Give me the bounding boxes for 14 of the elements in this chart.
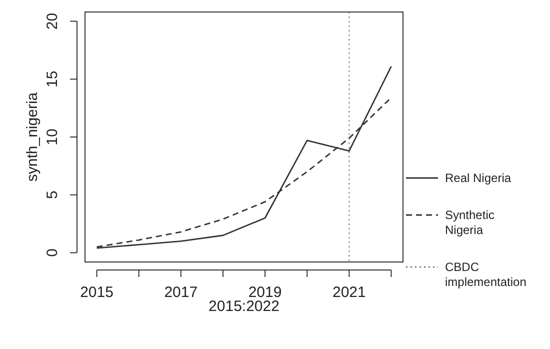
x-tick-label: 2015 — [80, 284, 114, 301]
x-tick-label: 2017 — [164, 284, 198, 301]
y-tick-label: 0 — [44, 248, 61, 257]
x-tick-label: 2019 — [248, 284, 282, 301]
legend-label: Synthetic Nigeria — [445, 208, 494, 237]
legend-label: CBDC implementation — [445, 260, 526, 289]
legend-label: Real Nigeria — [445, 171, 512, 185]
y-tick-label: 10 — [44, 128, 61, 146]
y-axis-title: synth_nigeria — [24, 92, 41, 182]
x-tick-label: 2021 — [332, 284, 366, 301]
y-tick-label: 20 — [44, 12, 61, 30]
y-tick-label: 5 — [44, 190, 61, 200]
x-axis-title: 2015:2022 — [208, 298, 280, 315]
y-tick-label: 15 — [44, 70, 61, 88]
